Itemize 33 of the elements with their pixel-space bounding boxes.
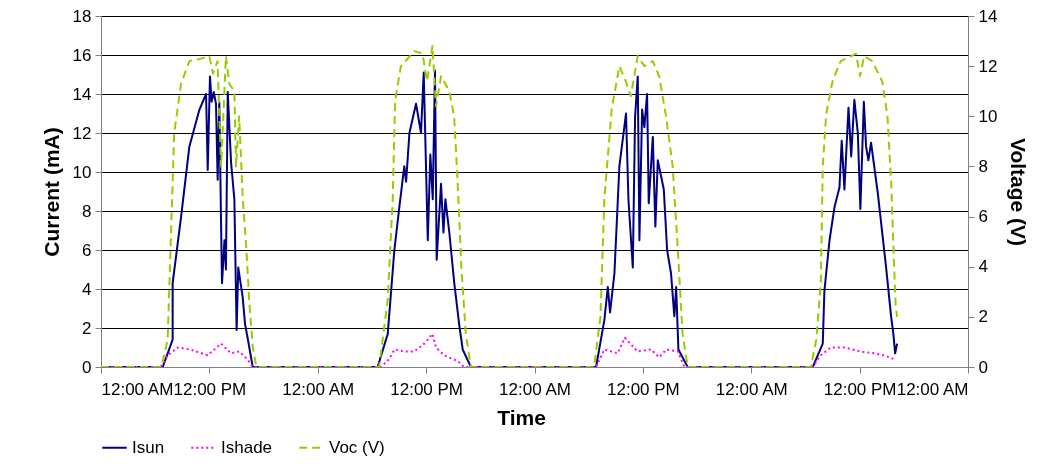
legend-label: Voc (V) — [329, 437, 385, 457]
x-tick-label: 12:00 AM — [715, 379, 788, 399]
y2-tick-label: 2 — [978, 307, 988, 327]
y2-tick-label: 6 — [978, 207, 988, 227]
legend-label: Ishade — [221, 437, 273, 457]
y-tick-label: 4 — [82, 279, 92, 299]
y-tick-label: 10 — [72, 162, 92, 182]
x-tick-label: 12:00 AM — [101, 379, 174, 399]
y2-tick-label: 14 — [978, 6, 998, 26]
x-tick-label: 12:00 AM — [499, 379, 571, 399]
y-tick-label: 8 — [82, 201, 92, 221]
y2-tick-label: 10 — [978, 106, 998, 126]
x-tick-label: 12:00 PM — [823, 379, 897, 399]
x-axis-title: Time — [497, 405, 546, 429]
y-tick-label: 14 — [72, 84, 92, 104]
x-tick-label: 12:00 AM — [282, 379, 355, 399]
x-tick-label: 12:00 PM — [390, 379, 464, 399]
y2-axis-title: Voltage (V) — [1007, 137, 1031, 247]
y-tick-label: 0 — [82, 357, 92, 377]
legend-label: Isun — [132, 437, 165, 457]
y-tick-label: 12 — [72, 123, 92, 143]
y-tick-label: 18 — [72, 6, 92, 26]
y-axis-title: Current (mA) — [39, 127, 63, 257]
x-tick-label: 12:00 PM — [606, 379, 680, 399]
y2-tick-label: 4 — [978, 257, 988, 277]
y-tick-label: 6 — [82, 240, 92, 260]
y2-tick-label: 0 — [978, 357, 988, 377]
y2-tick-label: 12 — [978, 56, 998, 76]
x-tick-label: 12:00 PM — [173, 379, 247, 399]
y-tick-label: 16 — [72, 45, 92, 65]
y-tick-label: 2 — [82, 318, 92, 338]
y2-tick-label: 8 — [978, 156, 988, 176]
x-tick-label: 12:00 AM — [896, 379, 969, 399]
